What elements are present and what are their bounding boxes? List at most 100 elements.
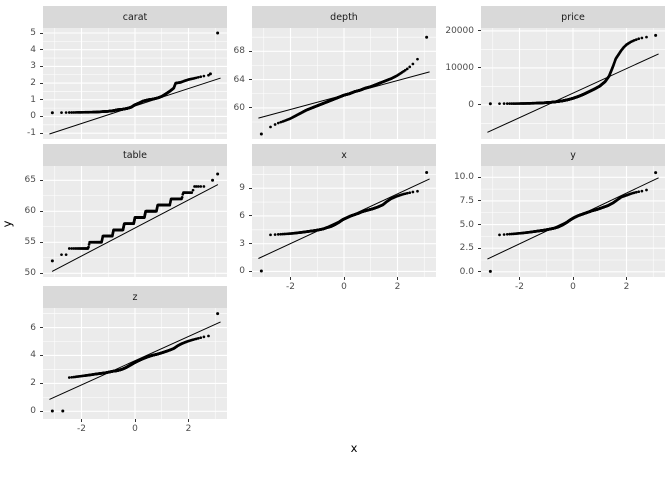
x-tick-label: -2 bbox=[77, 424, 86, 434]
facet-panel-x bbox=[252, 166, 436, 277]
facet-panel-price bbox=[481, 28, 665, 139]
x-axis-title: x bbox=[350, 441, 358, 455]
y-tick-label: 0 bbox=[30, 111, 36, 122]
y-tick-label: 0.0 bbox=[459, 266, 474, 277]
y-tick-label: 6 bbox=[30, 322, 36, 333]
facet-panel-depth bbox=[252, 28, 436, 139]
facet-strip-label: z bbox=[132, 291, 138, 303]
y-tick-mark bbox=[478, 271, 481, 273]
y-tick-mark bbox=[478, 247, 481, 249]
qq-points-layer bbox=[50, 31, 220, 115]
y-tick-label: -1 bbox=[27, 128, 36, 139]
y-tick-mark bbox=[478, 224, 481, 226]
y-tick-mark bbox=[40, 115, 43, 117]
qq-points-layer bbox=[259, 170, 429, 273]
x-tick-label: 2 bbox=[394, 282, 401, 292]
y-tick-mark bbox=[478, 200, 481, 202]
qq-points-layer bbox=[50, 172, 220, 263]
y-tick-label: 4 bbox=[30, 44, 36, 55]
x-tick-label: 0 bbox=[341, 282, 347, 292]
y-tick-mark bbox=[40, 99, 43, 101]
x-tick-label: 0 bbox=[570, 282, 576, 292]
y-tick-mark bbox=[478, 30, 481, 32]
qq-points-layer bbox=[50, 312, 220, 413]
y-tick-label: 9 bbox=[239, 183, 245, 194]
y-tick-mark bbox=[40, 65, 43, 67]
facet-panel-carat bbox=[43, 28, 227, 139]
facet-strip-label: carat bbox=[122, 11, 148, 23]
x-tick-mark bbox=[187, 419, 189, 422]
y-tick-label: 5 bbox=[30, 28, 36, 38]
facet-strip-y: y bbox=[481, 144, 665, 166]
y-tick-label: 4 bbox=[30, 350, 36, 361]
facet-panel-table bbox=[43, 166, 227, 277]
facet-strip-label: depth bbox=[330, 11, 358, 23]
x-tick-mark bbox=[290, 277, 291, 280]
y-tick-label: 55 bbox=[24, 237, 36, 248]
qq-points-layer bbox=[488, 171, 658, 273]
y-tick-label: 2 bbox=[30, 378, 36, 389]
y-tick-mark bbox=[40, 132, 43, 134]
y-tick-mark bbox=[249, 243, 252, 245]
qq-reference-line bbox=[51, 184, 219, 272]
y-tick-mark bbox=[478, 104, 481, 106]
facet-strip-z: z bbox=[43, 286, 227, 308]
panel-gridlines bbox=[43, 166, 227, 277]
x-tick-label: -2 bbox=[515, 282, 524, 292]
y-tick-mark bbox=[249, 187, 252, 189]
qq-points-layer bbox=[259, 35, 429, 136]
facet-strip-label: price bbox=[561, 11, 585, 23]
y-tick-mark bbox=[249, 50, 252, 52]
qq-reference-line bbox=[487, 53, 659, 133]
facet-strip-x: x bbox=[252, 144, 436, 166]
y-axis-title: y bbox=[0, 220, 14, 228]
facet-strip-table: table bbox=[43, 144, 227, 166]
y-tick-label: 3 bbox=[30, 61, 36, 72]
y-tick-label: 10000 bbox=[445, 62, 474, 73]
y-tick-mark bbox=[40, 327, 43, 329]
panel-gridlines bbox=[252, 28, 436, 139]
x-tick-label: -2 bbox=[286, 282, 295, 292]
x-tick-label: 0 bbox=[132, 424, 138, 434]
x-tick-mark bbox=[572, 277, 574, 280]
x-tick-mark bbox=[396, 277, 398, 280]
y-tick-label: 50 bbox=[24, 268, 36, 279]
y-tick-mark bbox=[40, 82, 43, 84]
x-tick-label: 2 bbox=[185, 424, 192, 434]
y-tick-mark bbox=[40, 382, 43, 384]
facet-panel-y bbox=[481, 166, 665, 277]
x-tick-mark bbox=[625, 277, 627, 280]
y-tick-mark bbox=[478, 67, 481, 69]
y-tick-label: 7.5 bbox=[459, 195, 474, 206]
y-tick-mark bbox=[40, 210, 43, 212]
facet-strip-label: y bbox=[570, 149, 576, 161]
y-tick-mark bbox=[40, 272, 43, 274]
y-tick-mark bbox=[249, 107, 252, 109]
qq-points-layer bbox=[488, 33, 658, 106]
panel-gridlines bbox=[43, 28, 227, 139]
y-tick-label: 10.0 bbox=[453, 172, 474, 183]
y-tick-label: 6 bbox=[239, 210, 245, 221]
y-tick-label: 64 bbox=[233, 74, 245, 85]
y-tick-label: 20000 bbox=[445, 25, 474, 36]
y-tick-label: 3 bbox=[239, 238, 245, 249]
y-tick-label: 0 bbox=[30, 406, 36, 417]
y-tick-mark bbox=[40, 32, 43, 34]
panel-gridlines bbox=[43, 308, 227, 419]
panel-gridlines bbox=[252, 166, 436, 277]
qq-reference-line bbox=[49, 321, 221, 400]
y-tick-label: 65 bbox=[24, 175, 36, 186]
y-tick-mark bbox=[249, 270, 252, 272]
facet-strip-carat: carat bbox=[43, 6, 227, 28]
x-tick-mark bbox=[343, 277, 345, 280]
panel-gridlines bbox=[481, 28, 665, 139]
facet-strip-label: table bbox=[122, 149, 148, 161]
y-tick-label: 1 bbox=[30, 94, 36, 105]
y-tick-mark bbox=[40, 410, 43, 412]
x-tick-mark bbox=[134, 419, 136, 422]
y-tick-mark bbox=[40, 241, 43, 243]
y-tick-label: 60 bbox=[233, 102, 245, 113]
y-tick-mark bbox=[249, 215, 252, 217]
y-tick-mark bbox=[40, 49, 43, 51]
y-tick-label: 0 bbox=[468, 99, 474, 110]
